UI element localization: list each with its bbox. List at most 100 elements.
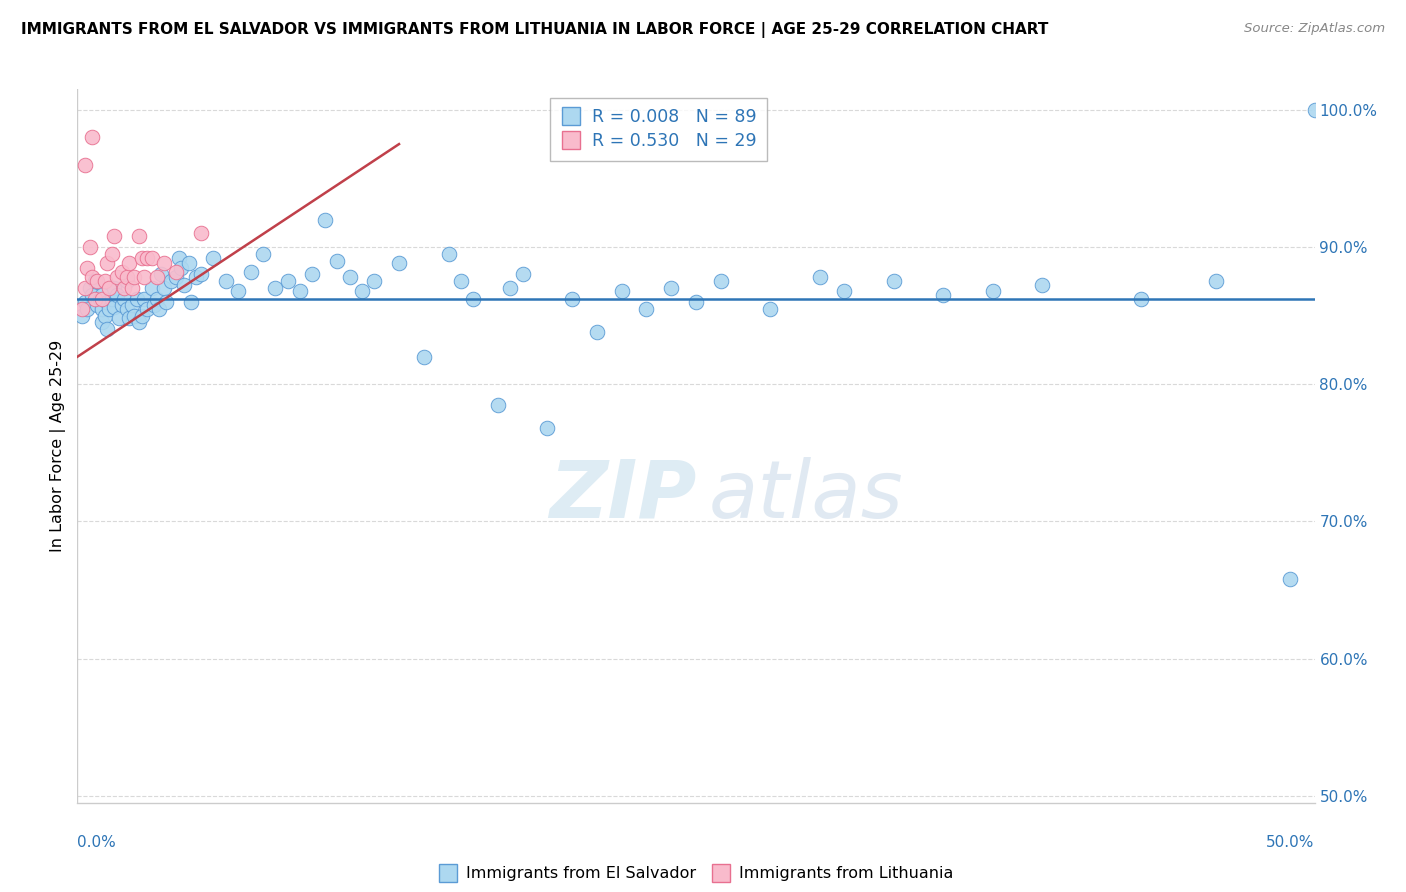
Point	[82, 270, 104, 285]
Point	[112, 281, 135, 295]
Point	[190, 227, 212, 241]
Point	[101, 292, 124, 306]
Point	[536, 421, 558, 435]
Point	[96, 322, 118, 336]
Point	[160, 274, 183, 288]
Point	[153, 256, 176, 270]
Point	[118, 311, 141, 326]
Point	[586, 325, 609, 339]
Point	[512, 268, 534, 282]
Point	[115, 301, 138, 316]
Point	[141, 281, 163, 295]
Point	[135, 251, 157, 265]
Point	[437, 247, 460, 261]
Point	[314, 212, 336, 227]
Point	[145, 292, 167, 306]
Point	[103, 281, 125, 295]
Point	[685, 294, 707, 309]
Point	[363, 274, 385, 288]
Point	[202, 251, 225, 265]
Point	[134, 270, 156, 285]
Point	[486, 398, 509, 412]
Point	[73, 158, 96, 172]
Point	[82, 130, 104, 145]
Point	[215, 274, 238, 288]
Point	[150, 268, 173, 282]
Point	[350, 284, 373, 298]
Point	[659, 281, 682, 295]
Point	[125, 292, 148, 306]
Point	[121, 281, 143, 295]
Point	[122, 270, 145, 285]
Point	[76, 301, 98, 316]
Point	[239, 265, 262, 279]
Text: 50.0%: 50.0%	[1267, 836, 1315, 850]
Point	[932, 288, 955, 302]
Point	[167, 251, 190, 265]
Point	[112, 292, 135, 306]
Legend: Immigrants from El Salvador, Immigrants from Lithuania: Immigrants from El Salvador, Immigrants …	[432, 860, 960, 888]
Point	[82, 288, 104, 302]
Point	[93, 309, 115, 323]
Text: 0.0%: 0.0%	[77, 836, 117, 850]
Point	[89, 292, 111, 306]
Point	[91, 288, 114, 302]
Point	[463, 292, 485, 306]
Point	[610, 284, 633, 298]
Point	[1031, 278, 1053, 293]
Point	[91, 301, 114, 316]
Point	[83, 292, 105, 306]
Point	[301, 268, 323, 282]
Point	[79, 281, 101, 295]
Text: IMMIGRANTS FROM EL SALVADOR VS IMMIGRANTS FROM LITHUANIA IN LABOR FORCE | AGE 25: IMMIGRANTS FROM EL SALVADOR VS IMMIGRANT…	[21, 22, 1049, 38]
Point	[72, 301, 94, 316]
Point	[184, 270, 207, 285]
Point	[1303, 103, 1326, 117]
Point	[412, 350, 434, 364]
Point	[128, 316, 150, 330]
Point	[83, 274, 105, 288]
Point	[177, 256, 200, 270]
Point	[636, 301, 658, 316]
Point	[141, 251, 163, 265]
Point	[1205, 274, 1227, 288]
Point	[264, 281, 287, 295]
Point	[121, 298, 143, 312]
Point	[111, 298, 134, 312]
Point	[96, 294, 118, 309]
Point	[98, 281, 121, 295]
Point	[155, 294, 177, 309]
Point	[388, 256, 411, 270]
Point	[73, 281, 96, 295]
Point	[122, 309, 145, 323]
Point	[91, 316, 114, 330]
Point	[450, 274, 472, 288]
Point	[1130, 292, 1153, 306]
Point	[131, 309, 153, 323]
Point	[108, 311, 131, 326]
Point	[93, 274, 115, 288]
Point	[288, 284, 311, 298]
Point	[190, 268, 212, 282]
Point	[145, 270, 167, 285]
Point	[759, 301, 782, 316]
Text: atlas: atlas	[709, 457, 903, 535]
Point	[165, 270, 187, 285]
Point	[131, 251, 153, 265]
Point	[1278, 572, 1301, 586]
Point	[226, 284, 249, 298]
Point	[76, 260, 98, 275]
Point	[135, 301, 157, 316]
Point	[180, 294, 202, 309]
Text: ZIP: ZIP	[548, 457, 696, 535]
Point	[98, 301, 121, 316]
Point	[79, 240, 101, 254]
Point	[499, 281, 522, 295]
Point	[326, 253, 349, 268]
Point	[86, 298, 108, 312]
Point	[72, 309, 94, 323]
Point	[143, 298, 166, 312]
Point	[103, 229, 125, 244]
Point	[111, 265, 134, 279]
Point	[134, 292, 156, 306]
